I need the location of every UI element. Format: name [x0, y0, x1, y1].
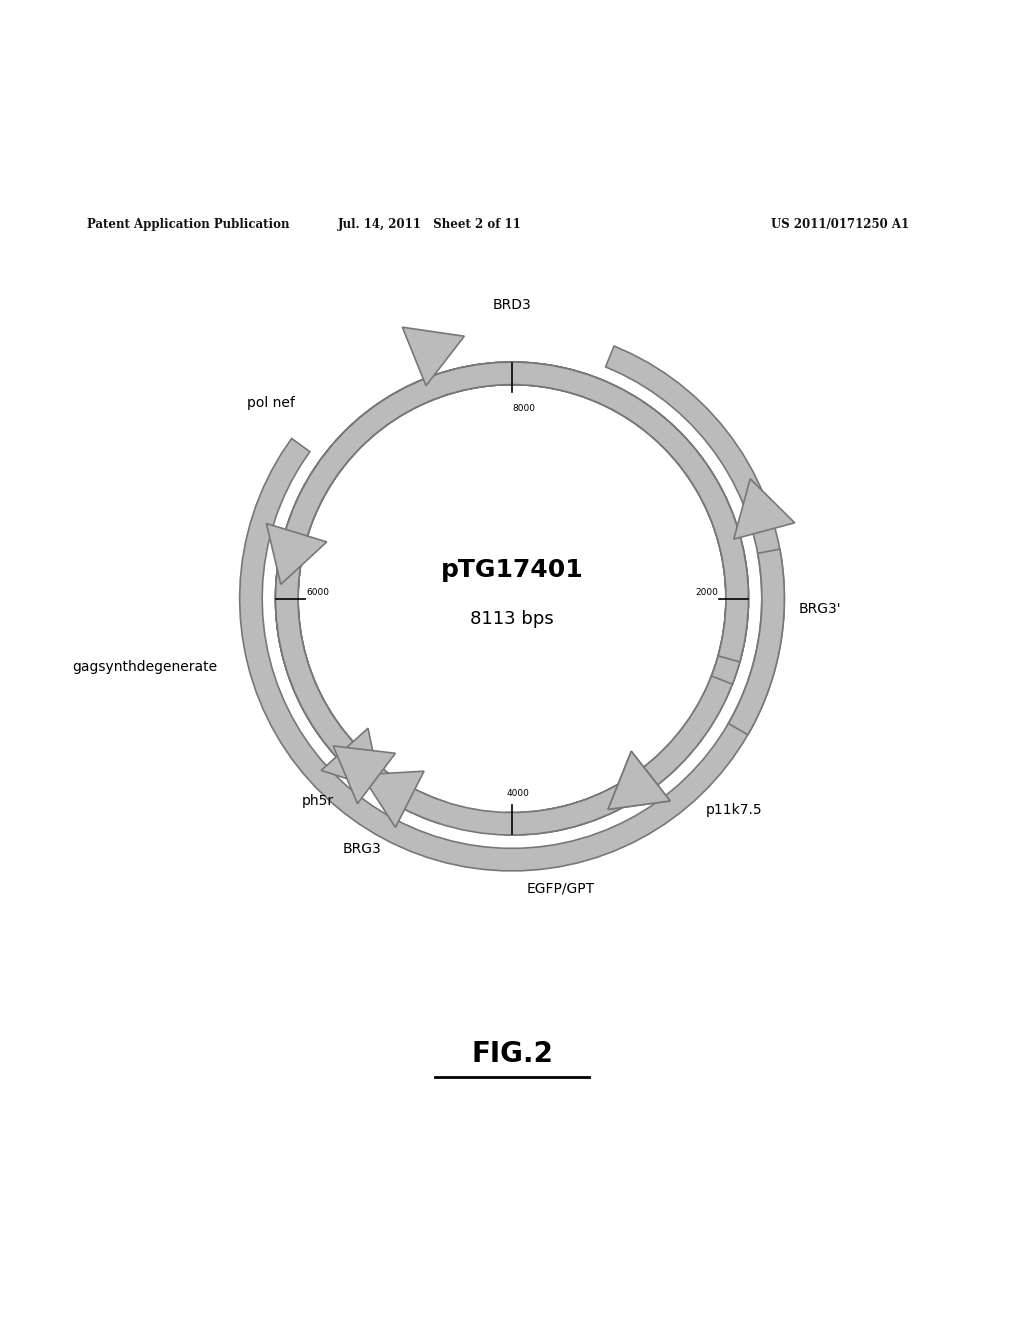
Text: US 2011/0171250 A1: US 2011/0171250 A1: [771, 218, 908, 231]
Polygon shape: [275, 362, 749, 833]
Polygon shape: [361, 771, 424, 828]
Polygon shape: [333, 746, 395, 804]
Polygon shape: [322, 729, 381, 789]
Polygon shape: [402, 327, 464, 385]
Polygon shape: [608, 751, 670, 809]
Polygon shape: [275, 529, 339, 738]
Text: Patent Application Publication: Patent Application Publication: [87, 218, 290, 231]
Text: 8113 bps: 8113 bps: [470, 610, 554, 628]
Text: ph5r: ph5r: [302, 793, 334, 808]
Polygon shape: [608, 751, 670, 809]
Text: gagsynthdegenerate: gagsynthdegenerate: [73, 660, 218, 673]
Polygon shape: [275, 362, 749, 824]
Polygon shape: [275, 362, 749, 836]
Polygon shape: [734, 479, 795, 539]
Polygon shape: [266, 524, 327, 585]
Text: p11k7.5: p11k7.5: [706, 803, 763, 817]
Text: BRG3: BRG3: [343, 842, 381, 857]
Text: 8000: 8000: [513, 404, 536, 413]
Text: Jul. 14, 2011   Sheet 2 of 11: Jul. 14, 2011 Sheet 2 of 11: [338, 218, 522, 231]
Text: FIG.2: FIG.2: [471, 1040, 553, 1068]
Polygon shape: [275, 362, 749, 836]
Polygon shape: [728, 549, 784, 735]
Polygon shape: [240, 346, 784, 871]
Text: 4000: 4000: [507, 788, 529, 797]
Text: BRD3: BRD3: [493, 298, 531, 312]
Polygon shape: [294, 372, 450, 516]
Text: BRG3': BRG3': [799, 602, 841, 615]
Text: 2000: 2000: [695, 587, 718, 597]
Text: EGFP/GPT: EGFP/GPT: [526, 880, 595, 895]
Text: pTG17401: pTG17401: [440, 558, 584, 582]
Text: 6000: 6000: [306, 587, 329, 597]
Text: pol nef: pol nef: [247, 396, 295, 411]
